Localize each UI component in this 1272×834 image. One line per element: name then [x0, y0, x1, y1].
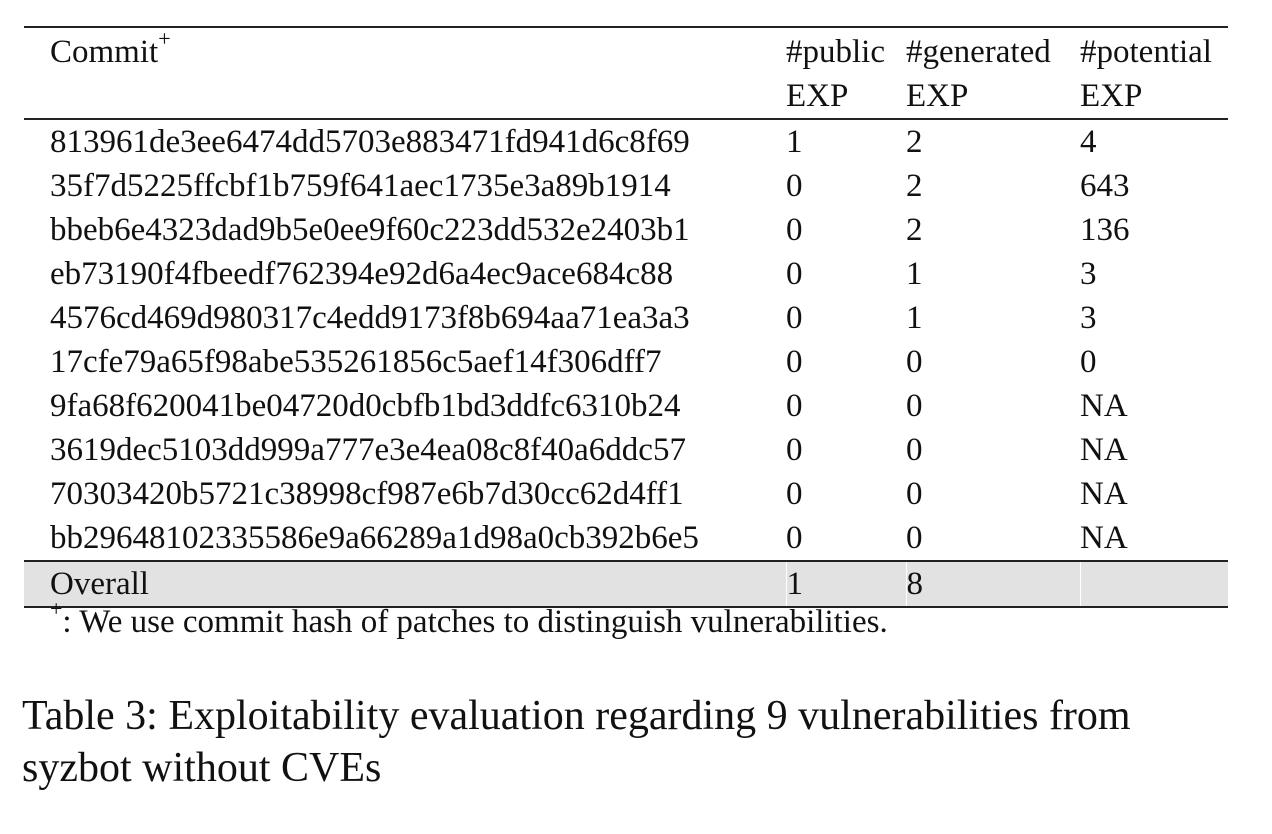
table-row: 4576cd469d980317c4edd9173f8b694aa71ea3a3… [24, 296, 1228, 340]
header-public-line2: EXP [786, 74, 906, 120]
table-row: 70303420b5721c38998cf987e6b7d30cc62d4ff1… [24, 472, 1228, 516]
footnote-text: : We use commit hash of patches to disti… [62, 604, 888, 640]
generated-exp-cell: 0 [906, 388, 923, 424]
potential-exp-cell: NA [1080, 388, 1128, 424]
header-commit: Commit+ [24, 26, 786, 74]
public-exp-cell: 0 [786, 520, 803, 556]
public-exp-cell: 0 [786, 476, 803, 512]
generated-exp-cell: 0 [906, 344, 923, 380]
potential-exp-cell: NA [1080, 520, 1128, 556]
potential-exp-cell: 136 [1080, 212, 1130, 248]
overall-label: Overall [24, 560, 786, 608]
potential-exp-cell: NA [1080, 432, 1128, 468]
table-row: 9fa68f620041be04720d0cbfb1bd3ddfc6310b24… [24, 384, 1228, 428]
table-row: 35f7d5225ffcbf1b759f641aec1735e3a89b1914… [24, 164, 1228, 208]
overall-generated: 8 [905, 560, 1080, 608]
header-potential-line2: EXP [1080, 74, 1228, 120]
overall-row: Overall 1 8 [24, 560, 1228, 608]
commit-cell: bb29648102335586e9a66289a1d98a0cb392b6e5 [50, 520, 699, 556]
table-header: Commit+ #public #generated #potential EX… [24, 26, 1228, 120]
header-potential-line1: #potential [1080, 26, 1228, 74]
table-row: bbeb6e4323dad9b5e0ee9f60c223dd532e2403b1… [24, 208, 1228, 252]
exploitability-table-container: Commit+ #public #generated #potential EX… [24, 26, 1228, 608]
public-exp-cell: 0 [786, 300, 803, 336]
exploitability-table: Commit+ #public #generated #potential EX… [24, 26, 1228, 608]
commit-cell: 3619dec5103dd999a777e3e4ea08c8f40a6ddc57 [50, 432, 686, 468]
potential-exp-cell: 643 [1080, 168, 1130, 204]
commit-cell: bbeb6e4323dad9b5e0ee9f60c223dd532e2403b1 [50, 212, 690, 248]
public-exp-cell: 1 [786, 124, 803, 160]
commit-cell: 70303420b5721c38998cf987e6b7d30cc62d4ff1 [50, 476, 684, 512]
generated-exp-cell: 0 [906, 432, 923, 468]
commit-cell: 9fa68f620041be04720d0cbfb1bd3ddfc6310b24 [50, 388, 681, 424]
public-exp-cell: 0 [786, 344, 803, 380]
potential-exp-cell: 0 [1080, 344, 1097, 380]
header-generated-line1: #generated [906, 26, 1080, 74]
generated-exp-cell: 0 [906, 476, 923, 512]
generated-exp-cell: 1 [906, 300, 923, 336]
public-exp-cell: 0 [786, 388, 803, 424]
overall-public: 1 [785, 560, 906, 608]
table-row: 17cfe79a65f98abe535261856c5aef14f306dff7… [24, 340, 1228, 384]
potential-exp-cell: NA [1080, 476, 1128, 512]
potential-exp-cell: 4 [1080, 124, 1097, 160]
generated-exp-cell: 1 [906, 256, 923, 292]
commit-cell: 4576cd469d980317c4edd9173f8b694aa71ea3a3 [50, 300, 690, 336]
table-row: eb73190f4fbeedf762394e92d6a4ec9ace684c88… [24, 252, 1228, 296]
commit-cell: 813961de3ee6474dd5703e883471fd941d6c8f69 [50, 124, 690, 160]
table-row: bb29648102335586e9a66289a1d98a0cb392b6e5… [24, 516, 1228, 561]
generated-exp-cell: 2 [906, 168, 923, 204]
public-exp-cell: 0 [786, 168, 803, 204]
commit-cell: eb73190f4fbeedf762394e92d6a4ec9ace684c88 [50, 256, 674, 292]
generated-exp-cell: 0 [906, 520, 923, 556]
table-caption: Table 3: Exploitability evaluation regar… [22, 693, 1131, 791]
table-row: 813961de3ee6474dd5703e883471fd941d6c8f69… [24, 119, 1228, 164]
commit-cell: 17cfe79a65f98abe535261856c5aef14f306dff7 [50, 344, 662, 380]
table-row: 3619dec5103dd999a777e3e4ea08c8f40a6ddc57… [24, 428, 1228, 472]
public-exp-cell: 0 [786, 432, 803, 468]
table-footnote: +: We use commit hash of patches to dist… [50, 598, 888, 642]
potential-exp-cell: 3 [1080, 256, 1097, 292]
generated-exp-cell: 2 [906, 212, 923, 248]
header-generated-line2: EXP [906, 74, 1080, 120]
table-body: 813961de3ee6474dd5703e883471fd941d6c8f69… [24, 119, 1228, 561]
commit-cell: 35f7d5225ffcbf1b759f641aec1735e3a89b1914 [50, 168, 671, 204]
public-exp-cell: 0 [786, 212, 803, 248]
header-public-line1: #public [786, 26, 906, 74]
generated-exp-cell: 2 [906, 124, 923, 160]
overall-potential [1079, 560, 1228, 608]
public-exp-cell: 0 [786, 256, 803, 292]
footnote-mark: + [158, 26, 171, 51]
potential-exp-cell: 3 [1080, 300, 1097, 336]
footnote-symbol: + [50, 596, 63, 621]
